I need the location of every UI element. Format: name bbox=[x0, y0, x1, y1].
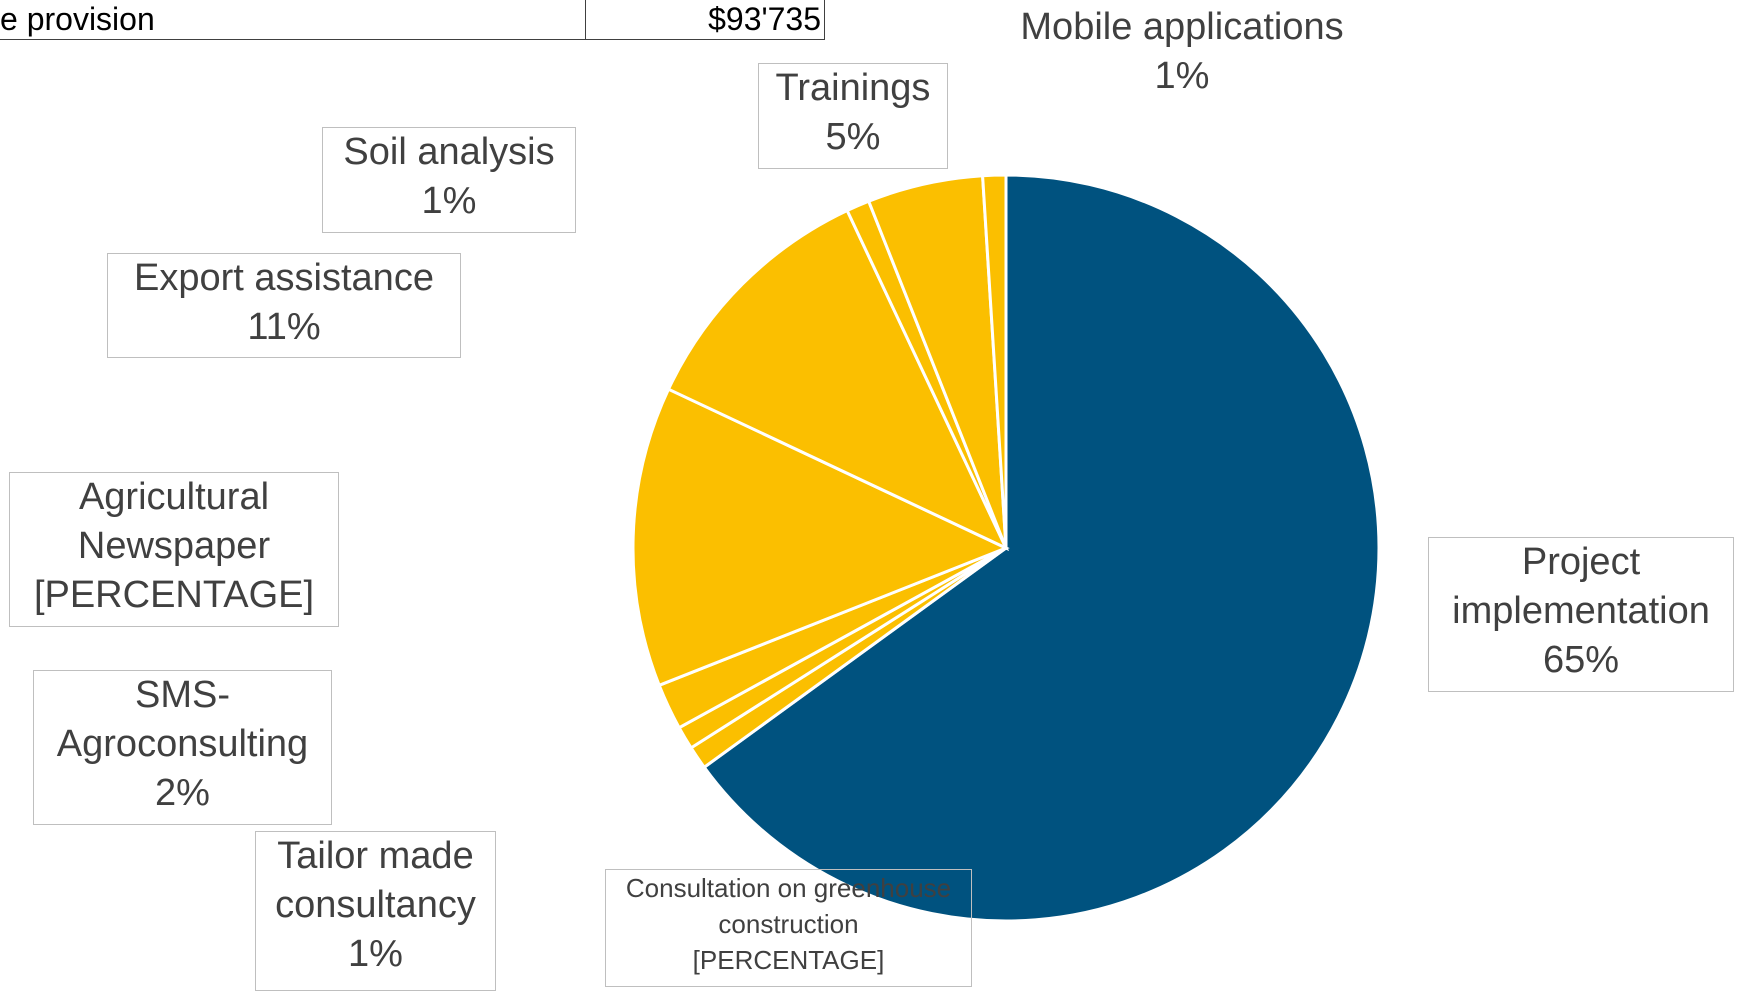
data-label: Consultation on greenhouse construction [… bbox=[605, 869, 972, 987]
data-label: Export assistance 11% bbox=[107, 253, 461, 358]
label-value: [PERCENTAGE] bbox=[692, 945, 885, 975]
label-name: Agricultural Newspaper bbox=[77, 476, 271, 567]
table-cell: e provision bbox=[0, 0, 586, 40]
pie-slice bbox=[980, 173, 1008, 549]
data-label: Project implementation 65% bbox=[1428, 537, 1734, 692]
label-name: Trainings bbox=[775, 67, 931, 109]
label-value: 11% bbox=[247, 306, 321, 348]
label-name: Mobile applications bbox=[1020, 6, 1344, 48]
label-name: SMS-Agroconsulting bbox=[56, 674, 309, 765]
pie-slice bbox=[631, 387, 1010, 688]
data-label: Tailor made consultancy 1% bbox=[255, 831, 496, 991]
pie-slice bbox=[702, 173, 1381, 923]
label-value: 1% bbox=[348, 933, 403, 975]
label-value: 65% bbox=[1542, 639, 1620, 681]
label-value: 2% bbox=[155, 772, 210, 814]
data-label: SMS-Agroconsulting 2% bbox=[33, 670, 332, 825]
pie-slice bbox=[666, 208, 1010, 552]
label-value: 5% bbox=[825, 116, 881, 158]
label-name: Export assistance bbox=[134, 257, 434, 299]
label-name: Tailor made consultancy bbox=[275, 835, 476, 926]
label-name: Consultation on greenhouse construction bbox=[625, 873, 952, 939]
label-value: [PERCENTAGE] bbox=[33, 574, 315, 616]
data-label: Trainings 5% bbox=[758, 63, 948, 169]
data-label: Soil analysis 1% bbox=[322, 127, 576, 233]
table-cell: $93'735 bbox=[585, 0, 825, 40]
data-label: Mobile applications 1% bbox=[982, 3, 1382, 103]
label-value: 1% bbox=[421, 180, 477, 222]
data-label: Agricultural Newspaper [PERCENTAGE] bbox=[9, 472, 339, 627]
label-name: Soil analysis bbox=[343, 131, 555, 173]
label-name: Project implementation bbox=[1452, 541, 1710, 632]
label-value: 1% bbox=[1154, 55, 1210, 97]
